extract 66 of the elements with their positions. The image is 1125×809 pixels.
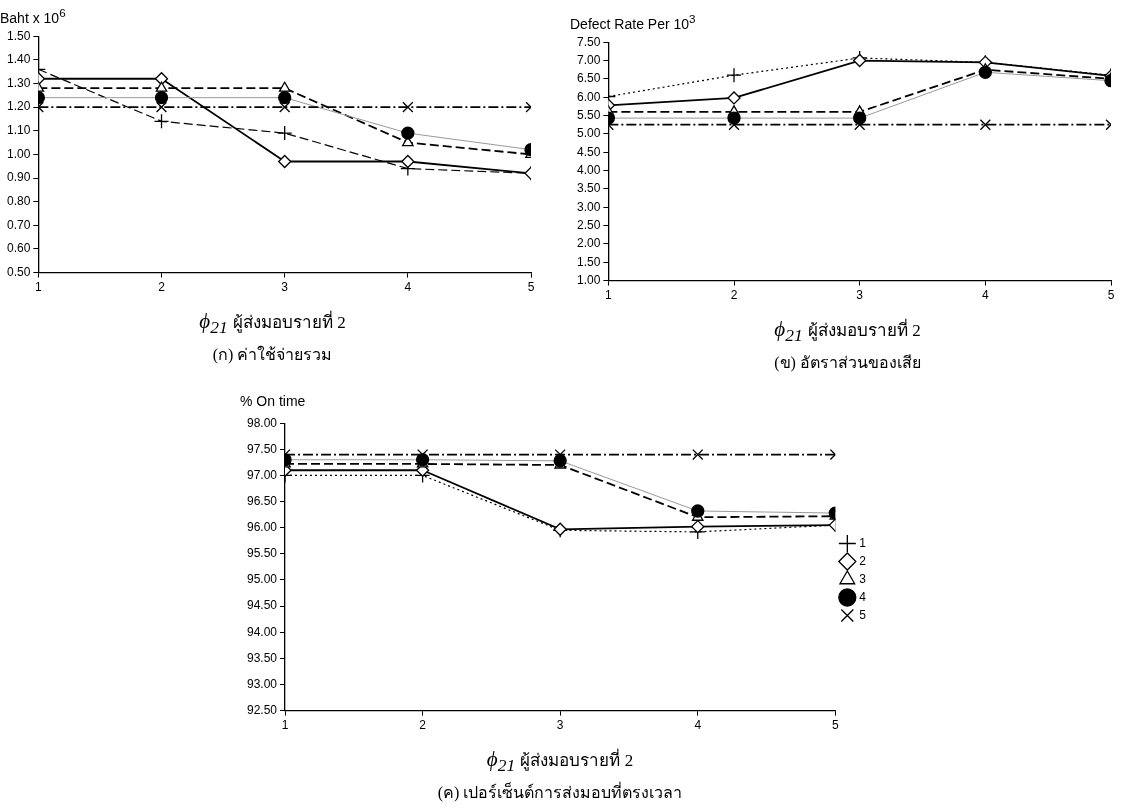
y-tick-label: 96.00 — [247, 520, 278, 535]
y-tick-label: 0.70 — [7, 217, 31, 232]
x-axis-title: ϕ$_{21}$ ผู้ส่งมอบรายที่ 2 — [773, 316, 922, 347]
y-tick-label: 2.50 — [577, 217, 601, 232]
y-tick-label: 2.00 — [577, 236, 601, 251]
y-tick-label: 0.90 — [7, 170, 31, 185]
y-tick-label: 97.50 — [247, 441, 278, 456]
y-tick-label: 1.00 — [7, 146, 31, 161]
x-tick-label: 4 — [982, 288, 989, 303]
y-tick-label: 5.00 — [577, 126, 601, 141]
y-tick-label: 3.50 — [577, 181, 601, 196]
x-tick-label: 3 — [281, 280, 289, 295]
x-tick-label: 5 — [1107, 288, 1115, 303]
y-tick-label: 94.50 — [247, 598, 278, 613]
y-tick-label: 94.00 — [247, 624, 278, 639]
legend-label: 5 — [859, 607, 867, 622]
x-tick-label: 5 — [527, 280, 535, 295]
legend-label: 3 — [859, 571, 867, 586]
y-tick-label: 98.00 — [247, 415, 278, 430]
y-axis-title: % On time — [240, 393, 307, 411]
y-tick-label: 3.00 — [577, 199, 601, 214]
text: (ค) เปอร์เซ็นต์การส่งมอบที่ตรงเวลา — [436, 781, 684, 804]
y-tick-label: 7.50 — [577, 34, 601, 49]
x-tick-label: 5 — [831, 718, 839, 733]
legend-label: 1 — [859, 535, 867, 550]
y-tick-label: 93.50 — [247, 650, 278, 665]
y-tick-label: 1.50 — [577, 254, 601, 269]
x-tick-label: 3 — [856, 288, 864, 303]
y-tick-label: 1.10 — [7, 123, 31, 138]
y-tick-label: 95.00 — [247, 572, 278, 587]
text: (ก) ค่าใช้จ่ายรวม — [211, 344, 334, 366]
y-tick-label: 0.80 — [7, 193, 31, 208]
x-tick-label: 1 — [35, 280, 43, 295]
y-tick-label: 6.00 — [577, 89, 601, 104]
y-tick-label: 95.50 — [247, 546, 278, 561]
x-axis-title: ϕ$_{21}$ ผู้ส่งมอบรายที่ 2 — [485, 746, 635, 777]
x-tick-label: 3 — [556, 718, 564, 733]
y-tick-label: 6.50 — [577, 71, 601, 86]
y-tick-label: 5.50 — [577, 107, 601, 122]
x-axis-title: ϕ$_{21}$ ผู้ส่งมอบรายที่ 2 — [198, 308, 347, 339]
y-tick-label: 93.00 — [247, 676, 278, 691]
x-tick-label: 1 — [281, 718, 289, 733]
y-axis-title: Defect Rate Per 10$^{3}$ — [570, 12, 697, 32]
x-tick-label: 2 — [730, 288, 738, 303]
y-tick-label: 1.40 — [7, 52, 31, 67]
y-tick-label: 92.50 — [247, 702, 278, 717]
legend-label: 2 — [859, 553, 867, 568]
legend-label: 4 — [859, 589, 867, 604]
x-tick-label: 1 — [605, 288, 613, 303]
y-tick-label: 97.00 — [247, 467, 278, 482]
x-tick-label: 4 — [404, 280, 412, 295]
y-tick-label: 96.50 — [247, 493, 278, 508]
x-tick-label: 2 — [419, 718, 427, 733]
x-tick-label: 2 — [158, 280, 166, 295]
y-tick-label: 1.00 — [577, 272, 601, 287]
y-tick-label: 4.00 — [577, 162, 601, 177]
y-tick-label: 1.20 — [7, 99, 31, 114]
y-tick-label: 1.50 — [7, 28, 31, 43]
y-tick-label: 1.30 — [7, 75, 31, 90]
text: (ข) อัตราส่วนของเสีย — [773, 353, 922, 374]
y-tick-label: 7.00 — [577, 52, 601, 67]
y-tick-label: 0.60 — [7, 241, 31, 256]
y-axis-title: Baht x 10$^{6}$ — [0, 6, 67, 26]
y-tick-label: 4.50 — [577, 144, 601, 159]
y-tick-label: 0.50 — [7, 264, 31, 279]
x-tick-label: 4 — [694, 718, 702, 733]
